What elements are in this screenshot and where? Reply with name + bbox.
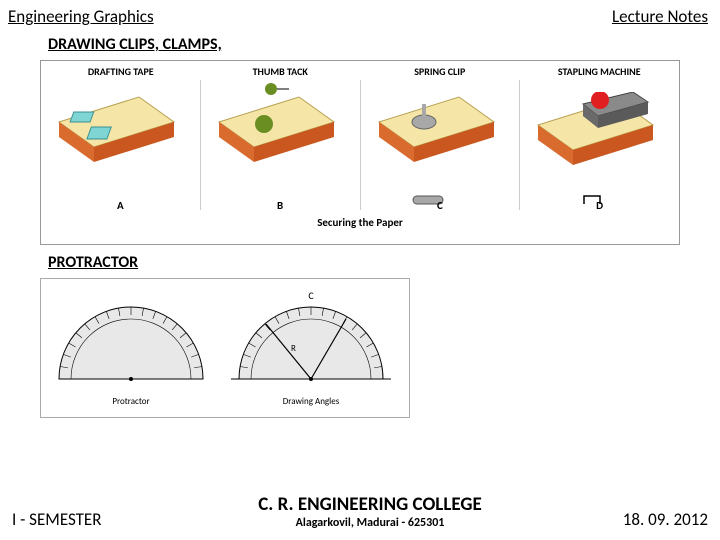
panel-b: B xyxy=(201,80,361,210)
drawing-angles-label: Drawing Angles xyxy=(283,396,340,407)
header-subject: Engineering Graphics xyxy=(8,6,154,27)
panel-label: B xyxy=(277,199,283,212)
svg-text:R: R xyxy=(291,343,296,354)
panel-d: D xyxy=(520,80,679,210)
header-notes: Lecture Notes xyxy=(612,6,708,27)
panel-label: D xyxy=(596,199,603,212)
tack-icon xyxy=(261,80,291,98)
protractor-label: Protractor xyxy=(112,396,149,407)
figure1-caption: Securing the Paper xyxy=(41,210,679,229)
panel-label: A xyxy=(117,199,124,212)
footer-address: Alagarkovil, Madurai - 625301 xyxy=(152,516,588,530)
col-header: STAPLING MACHINE xyxy=(520,65,680,78)
col-header: SPRING CLIP xyxy=(360,65,520,78)
panel-label: C xyxy=(437,199,443,212)
footer-semester: I - SEMESTER xyxy=(12,509,152,530)
footer-college: C. R. ENGINEERING COLLEGE xyxy=(152,493,588,516)
figure-securing-paper: DRAFTING TAPE THUMB TACK SPRING CLIP STA… xyxy=(40,60,680,245)
figure-protractor: Protractor C R Drawing Angles xyxy=(40,278,410,418)
panel-a: A xyxy=(41,80,201,210)
svg-text:C: C xyxy=(308,289,314,302)
clip-icon xyxy=(411,192,451,208)
col-header: DRAFTING TAPE xyxy=(41,65,201,78)
section1-title: DRAWING CLIPS, CLAMPS, xyxy=(48,35,720,54)
footer: I - SEMESTER C. R. ENGINEERING COLLEGE A… xyxy=(0,493,720,530)
section2-title: PROTRACTOR xyxy=(48,253,720,272)
panel-c: C xyxy=(361,80,521,210)
footer-date: 18. 09. 2012 xyxy=(588,509,708,530)
col-header: THUMB TACK xyxy=(201,65,361,78)
